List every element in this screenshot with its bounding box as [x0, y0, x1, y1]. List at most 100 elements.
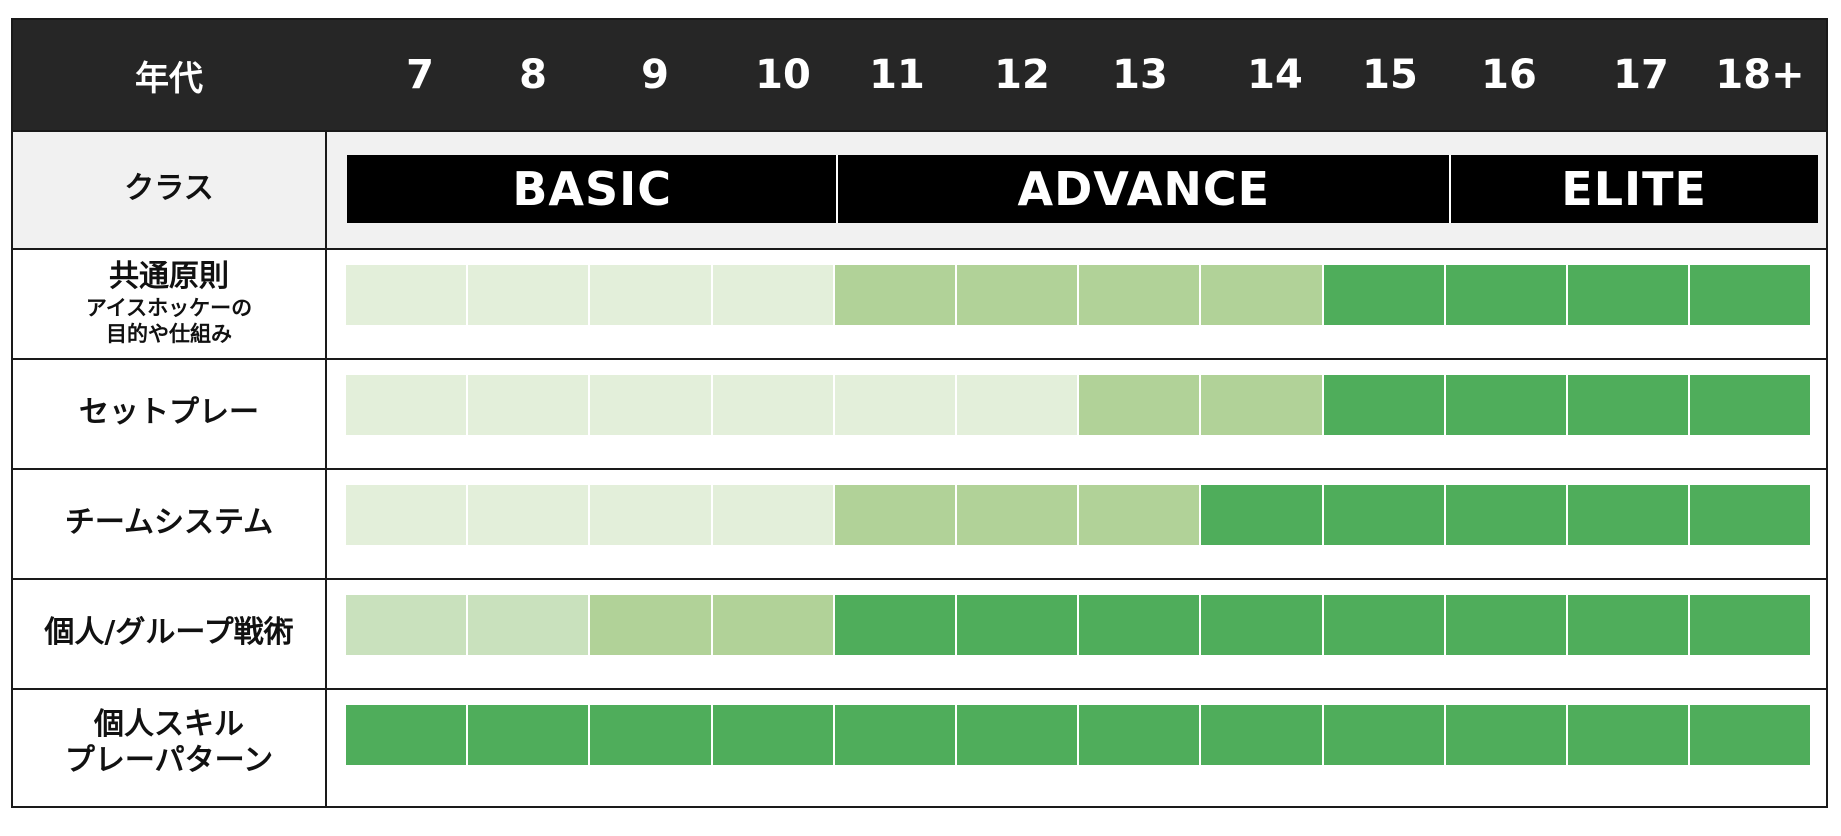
row-divider	[13, 248, 1826, 250]
level-cell	[590, 595, 711, 655]
level-cell	[712, 265, 833, 325]
level-cell	[1690, 485, 1811, 545]
level-cell	[957, 265, 1078, 325]
class-band-separator	[836, 155, 839, 223]
class-row-label: クラス	[124, 171, 214, 206]
row-label-main: 個人スキル	[94, 707, 244, 742]
level-cell	[346, 375, 467, 435]
level-cell	[957, 485, 1078, 545]
level-cell	[1690, 265, 1811, 325]
class-band-elite: ELITE	[1450, 155, 1818, 223]
age-header-label: 年代	[135, 58, 203, 99]
class-band-advance: ADVANCE	[837, 155, 1451, 223]
age-label: 12	[994, 52, 1050, 98]
level-cell	[1323, 265, 1444, 325]
class-band-separator	[1449, 155, 1452, 223]
level-cell	[1079, 375, 1200, 435]
age-label: 8	[519, 52, 547, 98]
age-label: 7	[406, 52, 434, 98]
level-cell	[712, 595, 833, 655]
age-label: 9	[641, 52, 669, 98]
level-cell	[1079, 705, 1200, 765]
level-cell	[1445, 595, 1566, 655]
level-cell	[957, 375, 1078, 435]
curriculum-row: セットプレー	[13, 358, 1826, 468]
level-cell	[468, 265, 589, 325]
row-label-main: 共通原則	[109, 258, 229, 294]
level-cell	[834, 595, 955, 655]
row-divider	[13, 578, 1826, 580]
level-cell	[1201, 375, 1322, 435]
row-label: 個人スキル プレーパターン	[13, 688, 325, 798]
level-cell	[1568, 705, 1689, 765]
level-cell	[346, 705, 467, 765]
row-label-sub: プレーパターン	[64, 743, 274, 778]
age-label: 16	[1481, 52, 1537, 98]
curriculum-row: 個人スキル プレーパターン	[13, 688, 1826, 798]
level-cell	[1568, 595, 1689, 655]
age-label: 18+	[1715, 52, 1805, 98]
level-cell	[1445, 375, 1566, 435]
level-cell	[590, 265, 711, 325]
level-cell	[1445, 705, 1566, 765]
row-divider	[13, 688, 1826, 690]
level-cell	[1690, 595, 1811, 655]
level-cell	[468, 705, 589, 765]
level-cell	[346, 265, 467, 325]
level-cell	[1323, 705, 1444, 765]
level-cell	[1445, 485, 1566, 545]
row-divider	[13, 468, 1826, 470]
level-cell	[957, 705, 1078, 765]
level-cell	[1568, 375, 1689, 435]
level-cell	[712, 375, 833, 435]
level-cell	[468, 485, 589, 545]
level-cell	[1445, 265, 1566, 325]
level-cell	[957, 595, 1078, 655]
age-header-row: 年代 7 8 9 10 11 12 13 14 15 16 17 18+	[13, 20, 1826, 130]
level-cell	[468, 595, 589, 655]
row-label-sub: アイスホッケーの	[85, 295, 253, 320]
level-cell	[1690, 375, 1811, 435]
class-row: クラス BASIC ADVANCE ELITE	[13, 130, 1826, 248]
level-cell	[1079, 595, 1200, 655]
level-cell	[1323, 485, 1444, 545]
level-cell	[346, 485, 467, 545]
age-label: 15	[1362, 52, 1418, 98]
level-cell	[590, 705, 711, 765]
age-label: 14	[1247, 52, 1303, 98]
row-label-main: 個人/グループ戦術	[44, 615, 294, 650]
level-cell	[834, 705, 955, 765]
curriculum-row: チームシステム	[13, 468, 1826, 578]
age-label: 11	[869, 52, 925, 98]
level-cell	[1201, 595, 1322, 655]
level-cell	[712, 705, 833, 765]
level-cell	[1201, 485, 1322, 545]
level-cell	[834, 375, 955, 435]
row-label-main: チームシステム	[64, 505, 274, 540]
row-divider	[13, 358, 1826, 360]
row-label-main: セットプレー	[79, 395, 259, 430]
level-cell	[1201, 265, 1322, 325]
row-divider	[13, 130, 1826, 132]
level-cell	[1079, 265, 1200, 325]
level-cell	[1568, 265, 1689, 325]
level-cell	[834, 485, 955, 545]
row-label: 個人/グループ戦術	[13, 578, 325, 688]
curriculum-row: 個人/グループ戦術	[13, 578, 1826, 688]
row-label: セットプレー	[13, 358, 325, 468]
row-label-sub: 目的や仕組み	[106, 322, 232, 346]
level-cell	[712, 485, 833, 545]
row-label: チームシステム	[13, 468, 325, 578]
level-cell	[1323, 595, 1444, 655]
curriculum-row: 共通原則 アイスホッケーの 目的や仕組み	[13, 248, 1826, 358]
level-cell	[590, 375, 711, 435]
level-cell	[1201, 705, 1322, 765]
class-band-basic: BASIC	[347, 155, 838, 223]
age-label: 17	[1613, 52, 1669, 98]
age-label: 13	[1112, 52, 1168, 98]
level-cell	[834, 265, 955, 325]
level-cell	[346, 595, 467, 655]
row-label: 共通原則 アイスホッケーの 目的や仕組み	[13, 248, 325, 358]
level-cell	[1690, 705, 1811, 765]
level-cell	[1323, 375, 1444, 435]
